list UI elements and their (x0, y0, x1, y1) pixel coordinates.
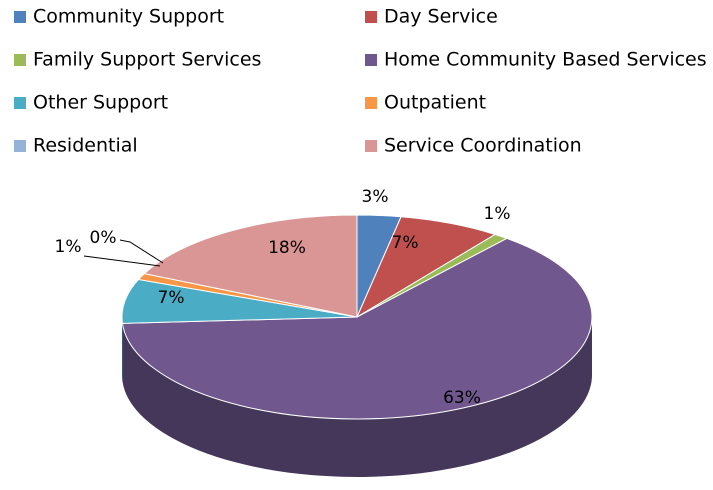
legend-swatch (365, 97, 377, 109)
legend-label: Residential (33, 135, 138, 157)
legend-swatch (365, 140, 377, 152)
legend-label: Family Support Services (33, 49, 261, 71)
data-label: 7% (392, 233, 419, 253)
data-label: 18% (268, 238, 306, 258)
slice (121, 278, 358, 324)
leader-line (83, 255, 161, 267)
slice-side (122, 317, 593, 477)
data-label: 3% (362, 187, 389, 207)
legend-swatch (14, 54, 26, 66)
legend-label: Day Service (384, 6, 498, 28)
data-label: 7% (158, 288, 185, 308)
slice (121, 237, 593, 420)
data-label: 63% (443, 388, 481, 408)
data-label: 1% (484, 204, 511, 224)
slice (355, 216, 497, 319)
legend-swatch (14, 97, 26, 109)
legend-label: Home Community Based Services (384, 49, 707, 71)
legend-label: Other Support (33, 92, 168, 114)
data-label: 0% (90, 228, 117, 248)
legend-swatch (365, 54, 377, 66)
legend-label: Service Coordination (384, 135, 582, 157)
legend-swatch (14, 11, 26, 23)
data-label: 1% (55, 237, 82, 257)
slice (143, 214, 358, 318)
legend-swatch (365, 11, 377, 23)
leader-line (119, 239, 164, 264)
legend-label: Community Support (33, 6, 224, 28)
legend-label: Outpatient (384, 92, 486, 114)
legend-swatch (14, 140, 26, 152)
